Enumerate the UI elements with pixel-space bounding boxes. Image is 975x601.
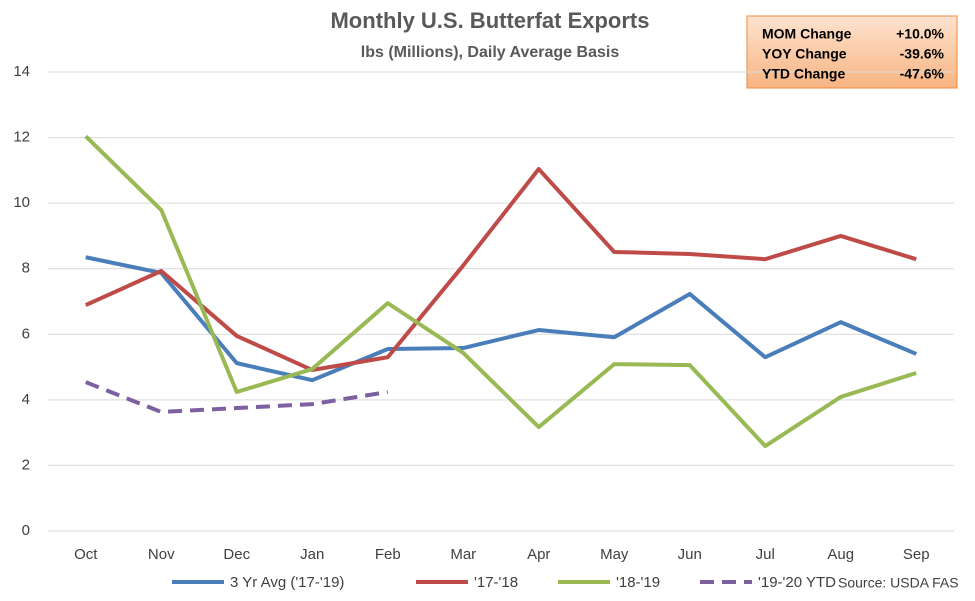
y-tick-label: 14 (13, 63, 30, 80)
stats-label: YOY Change (762, 46, 847, 62)
x-tick-label: Sep (903, 546, 930, 563)
stats-value: -47.6% (900, 66, 945, 82)
chart-title: Monthly U.S. Butterfat Exports (330, 8, 649, 33)
y-tick-label: 8 (22, 260, 30, 277)
x-tick-label: Jul (756, 546, 775, 563)
legend-label: '17-'18 (474, 574, 518, 591)
legend-label: 3 Yr Avg ('17-'19) (230, 574, 344, 591)
y-tick-label: 6 (22, 325, 30, 342)
x-tick-label: Oct (74, 546, 98, 563)
stats-box (746, 15, 958, 89)
legend-label: '18-'19 (616, 574, 660, 591)
stats-value: -39.6% (900, 46, 945, 62)
x-tick-label: Jan (300, 546, 324, 563)
stats-value: +10.0% (896, 26, 944, 42)
x-tick-label: Aug (827, 546, 854, 563)
stats-label: YTD Change (762, 66, 845, 82)
chart-subtitle: lbs (Millions), Daily Average Basis (361, 44, 620, 61)
source: Source: USDA FAS (838, 575, 959, 591)
x-tick-label: Dec (223, 546, 250, 563)
y-tick-label: 4 (22, 391, 30, 408)
x-tick-label: Nov (148, 546, 175, 563)
x-tick-label: Feb (375, 546, 401, 563)
x-tick-label: May (600, 546, 629, 563)
stats-label: MOM Change (762, 26, 852, 42)
x-tick-label: Apr (527, 546, 550, 563)
y-tick-label: 10 (13, 194, 30, 211)
series-line (84, 134, 917, 449)
x-tick-label: Jun (678, 546, 702, 563)
y-tick-label: 12 (13, 129, 30, 146)
x-tick-label: Mar (450, 546, 476, 563)
series-line (84, 167, 917, 373)
legend-label: '19-'20 YTD (758, 574, 836, 591)
series-line (85, 380, 389, 414)
y-tick-label: 2 (22, 456, 30, 473)
y-tick-label: 0 (22, 522, 30, 539)
series-line (85, 255, 918, 383)
